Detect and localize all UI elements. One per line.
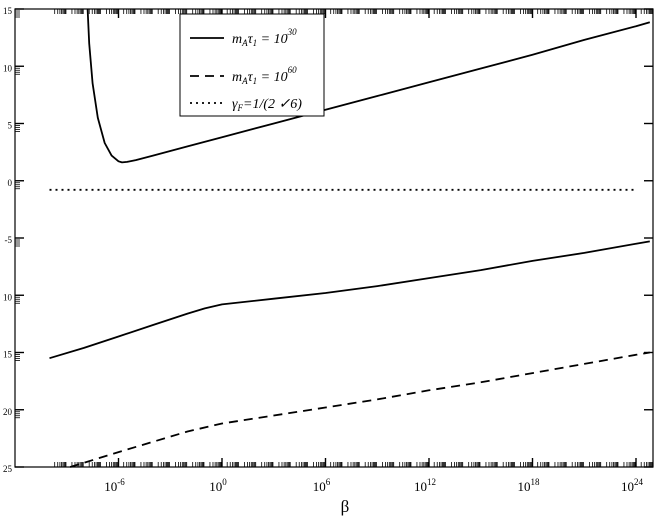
series-line-3: [69, 351, 650, 468]
x-tick-label: 1018: [518, 477, 541, 494]
legend: mAτ1 = 1030 mAτ1 = 1060 γF=1/(2 ✓6): [179, 13, 325, 117]
legend-label: mAτ1 = 1030: [232, 27, 297, 48]
series-line-2: [49, 240, 650, 360]
legend-box: [179, 13, 325, 117]
y-tick-label: 25: [3, 464, 13, 474]
y-tick-label: 20: [3, 407, 13, 417]
x-tick-label: 100: [209, 477, 227, 494]
plot-frame: [14, 8, 654, 468]
y-axis-ticks: 15 10 5 0 -5 10 15 20 25: [3, 6, 653, 474]
x-axis-ticks: 10-6 100 106 1012 1018 1024: [104, 9, 644, 494]
minor-ticks: [54, 9, 653, 467]
legend-label: γF=1/(2 ✓6): [232, 97, 302, 113]
y-tick-label: 15: [3, 6, 13, 16]
series-line-1: [86, 8, 651, 164]
x-tick-label: 10-6: [104, 477, 125, 494]
x-tick-label: 106: [313, 477, 331, 494]
y-tick-label: 15: [3, 350, 13, 360]
x-tick-label: 1012: [414, 477, 436, 494]
y-tick-label: 10: [3, 63, 13, 73]
y-tick-label: 10: [3, 292, 13, 302]
x-tick-label: 1024: [621, 477, 644, 494]
y-tick-label: -5: [5, 235, 13, 245]
series-lines: [49, 8, 651, 468]
legend-label: mAτ1 = 1060: [232, 65, 297, 86]
y-tick-label: 5: [8, 121, 13, 131]
x-axis-label: β: [341, 497, 350, 516]
y-tick-label: 0: [8, 178, 13, 188]
